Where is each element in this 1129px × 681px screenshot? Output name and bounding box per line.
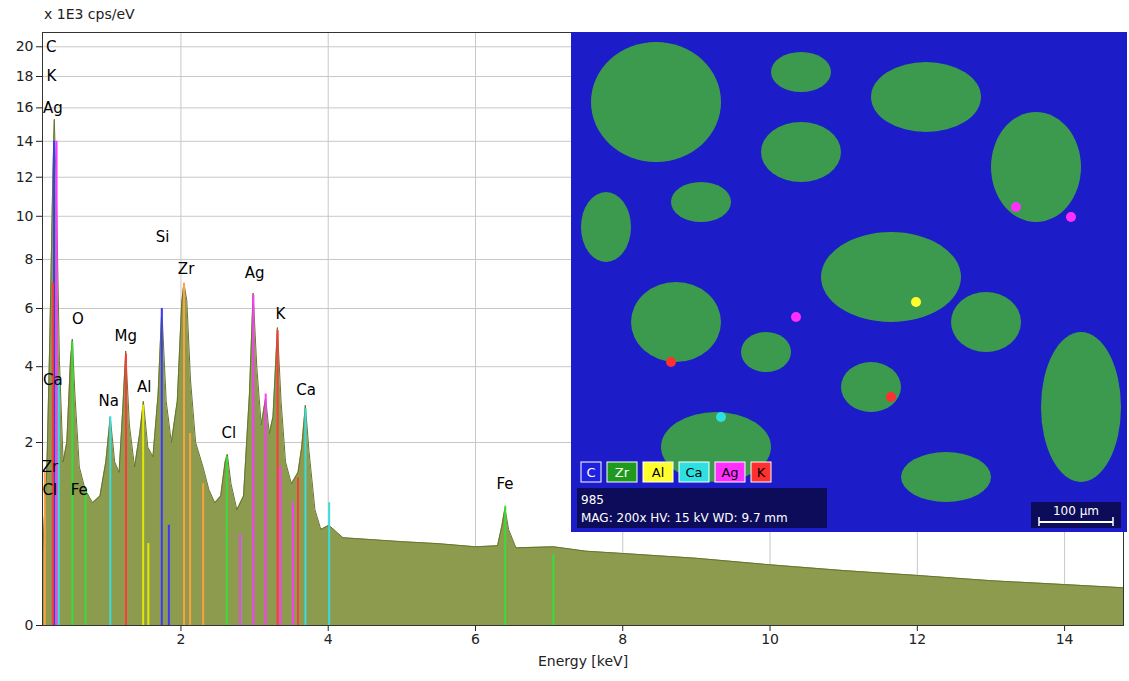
svg-text:12: 12 (908, 631, 926, 647)
svg-text:0: 0 (25, 617, 34, 633)
svg-text:10: 10 (761, 631, 779, 647)
svg-text:8: 8 (618, 631, 627, 647)
svg-text:MAG: 200x HV: 15 kV WD: 9.: MAG: 200x HV: 15 kV WD: 9.7 mm (581, 511, 788, 525)
svg-text:K: K (46, 67, 57, 85)
svg-text:18: 18 (16, 68, 34, 84)
svg-text:Ag: Ag (43, 99, 63, 117)
svg-text:Zr: Zr (615, 465, 630, 480)
svg-text:100 µm: 100 µm (1053, 504, 1099, 518)
svg-text:4: 4 (25, 358, 34, 374)
svg-text:2: 2 (25, 434, 34, 450)
svg-text:6: 6 (471, 631, 480, 647)
html-text:x 1E3 cps/eV: x 1E3 cps/eV (44, 6, 135, 22)
svg-text:K: K (757, 465, 766, 480)
svg-text:985: 985 (581, 493, 604, 507)
svg-text:Zr: Zr (178, 260, 195, 278)
svg-text:20: 20 (16, 38, 34, 54)
svg-text:Fe: Fe (496, 475, 513, 493)
svg-text:Cl: Cl (43, 481, 58, 499)
svg-text:Al: Al (652, 465, 665, 480)
svg-text:C: C (586, 465, 595, 480)
svg-text:Na: Na (99, 392, 119, 410)
svg-text:Ca: Ca (296, 381, 316, 399)
svg-text:Ca: Ca (685, 465, 702, 480)
svg-text:Cl: Cl (221, 424, 236, 442)
svg-text:12: 12 (16, 169, 34, 185)
svg-text:6: 6 (25, 300, 34, 316)
svg-text:Ag: Ag (245, 264, 265, 282)
svg-text:Ca: Ca (43, 371, 63, 389)
svg-text:14: 14 (1056, 631, 1074, 647)
svg-text:Zr: Zr (42, 458, 59, 476)
svg-text:2: 2 (176, 631, 185, 647)
svg-text:4: 4 (324, 631, 333, 647)
svg-text:O: O (72, 310, 84, 328)
svg-text:K: K (275, 305, 286, 323)
svg-text:14: 14 (16, 133, 34, 149)
svg-text:Ag: Ag (721, 465, 738, 480)
svg-text:Al: Al (137, 378, 151, 396)
svg-text:C: C (46, 38, 56, 56)
svg-text:Energy [keV]: Energy [keV] (538, 653, 628, 669)
svg-text:Si: Si (156, 228, 170, 246)
svg-text:Mg: Mg (114, 327, 136, 345)
svg-text:10: 10 (16, 208, 34, 224)
svg-text:8: 8 (25, 251, 34, 267)
svg-text:16: 16 (16, 99, 34, 115)
svg-text:Fe: Fe (71, 481, 88, 499)
